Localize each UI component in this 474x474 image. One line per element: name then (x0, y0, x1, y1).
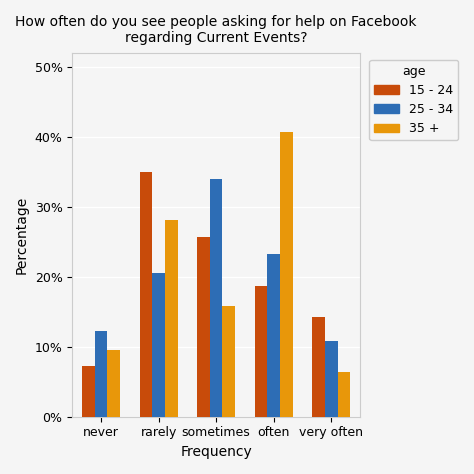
Bar (165, 219, 178, 417)
Bar (267, 254, 280, 417)
Bar (152, 273, 165, 417)
Bar (95, 331, 108, 417)
Bar (82, 366, 95, 417)
Bar (222, 306, 235, 417)
Bar (325, 340, 337, 417)
Legend: 15 - 24, 25 - 34, 35 +: 15 - 24, 25 - 34, 35 + (369, 60, 458, 140)
Bar (108, 350, 120, 417)
Bar (255, 286, 267, 417)
Bar (280, 132, 292, 417)
Bar (140, 172, 152, 417)
Title: How often do you see people asking for help on Facebook
regarding Current Events: How often do you see people asking for h… (15, 15, 417, 45)
Y-axis label: Percentage: Percentage (15, 196, 29, 274)
Bar (197, 237, 210, 417)
X-axis label: Frequency: Frequency (180, 445, 252, 459)
Bar (210, 179, 222, 417)
Bar (337, 372, 350, 417)
Bar (312, 318, 325, 417)
